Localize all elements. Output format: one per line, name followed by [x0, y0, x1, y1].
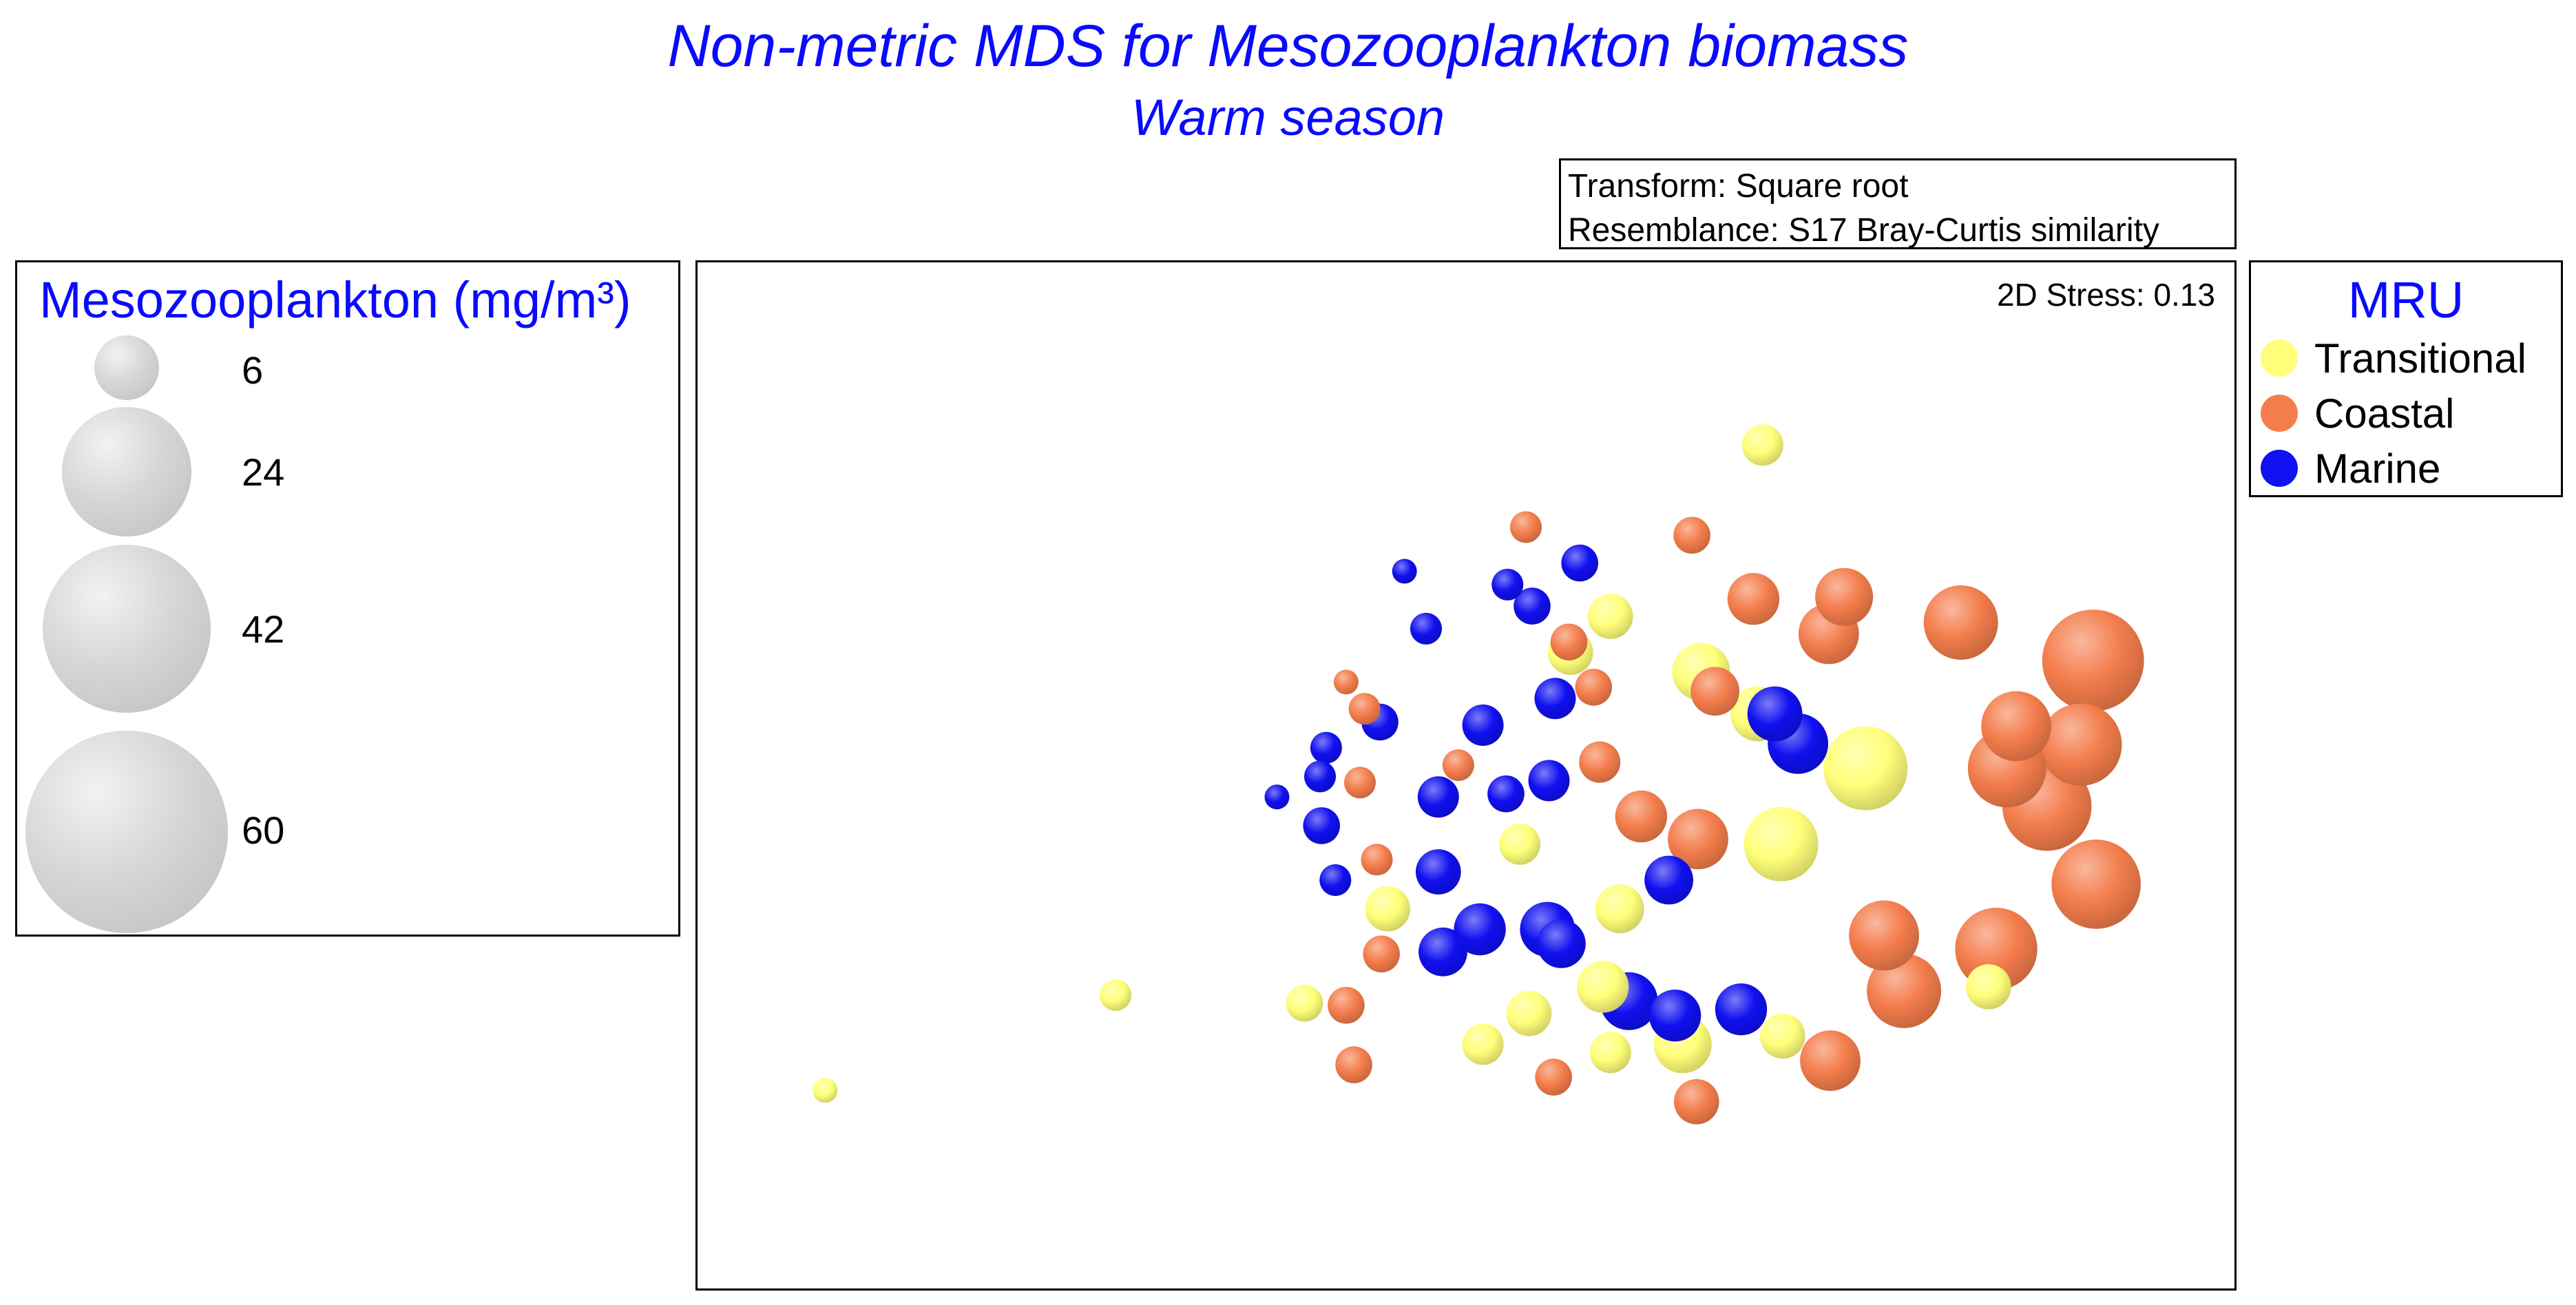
- point-marine: [1418, 927, 1467, 977]
- point-marine: [1303, 807, 1340, 844]
- point-coastal: [1363, 935, 1400, 973]
- size-legend-label-6: 6: [242, 348, 264, 392]
- chart-title: Non-metric MDS for Mesozooplankton bioma…: [667, 13, 1909, 79]
- point-marine: [1747, 686, 1803, 742]
- point-marine: [1417, 776, 1459, 818]
- point-transitional: [1365, 886, 1410, 932]
- point-transitional: [1506, 990, 1552, 1036]
- point-coastal: [1333, 669, 1359, 695]
- point-transitional: [1743, 806, 1819, 881]
- coastal-marker: [2261, 395, 2298, 432]
- point-marine: [1392, 558, 1417, 584]
- point-transitional: [1499, 823, 1541, 865]
- point-coastal: [1673, 516, 1710, 554]
- point-coastal: [1668, 808, 1728, 870]
- point-transitional: [1588, 594, 1633, 639]
- point-transitional: [813, 1078, 838, 1103]
- chart-subtitle: Warm season: [1131, 89, 1445, 146]
- point-coastal: [1867, 953, 1942, 1028]
- point-transitional: [1100, 979, 1132, 1011]
- point-marine: [1310, 731, 1342, 764]
- mds-plot-area: 2D Stress: 0.13: [695, 260, 2237, 1291]
- legend-item-transitional: Transitional: [2261, 335, 2526, 382]
- transform-label: Transform: Square root: [1568, 168, 1909, 205]
- transitional-marker: [2261, 340, 2298, 377]
- mru-legend-title: MRU: [2347, 271, 2464, 328]
- point-coastal: [2040, 703, 2122, 786]
- point-marine: [1715, 983, 1768, 1036]
- legend-label-coastal: Coastal: [2314, 390, 2455, 437]
- size-legend-label-24: 24: [242, 450, 285, 494]
- point-transitional: [1823, 726, 1908, 811]
- point-coastal: [1344, 766, 1376, 799]
- point-marine: [1491, 568, 1524, 601]
- point-coastal: [1800, 1030, 1861, 1092]
- point-coastal: [1575, 669, 1613, 706]
- transform-info-box: Transform: Square root Resemblance: S17 …: [1559, 158, 2237, 249]
- point-marine: [1416, 849, 1461, 895]
- point-marine: [1462, 704, 1504, 746]
- mds-scatter-svg: [813, 424, 2144, 1125]
- size-legend-circle-6: [94, 335, 159, 400]
- point-coastal: [1815, 567, 1874, 626]
- point-coastal: [1535, 1058, 1572, 1096]
- point-marine: [1410, 612, 1442, 645]
- resemblance-label: Resemblance: S17 Bray-Curtis similarity: [1568, 212, 2159, 249]
- point-marine: [1644, 855, 1693, 905]
- point-coastal: [1849, 900, 1919, 971]
- point-coastal: [1510, 511, 1542, 543]
- point-marine: [1487, 775, 1525, 813]
- size-legend-title: Mesozooplankton (mg/m³): [39, 271, 631, 328]
- point-coastal: [1361, 844, 1393, 876]
- point-transitional: [1576, 961, 1629, 1013]
- legend-item-marine: Marine: [2261, 445, 2441, 492]
- point-marine: [1454, 903, 1506, 956]
- size-legend-label-60: 60: [242, 808, 285, 852]
- mru-legend: MRU Transitional Coastal Marine: [2249, 260, 2563, 497]
- point-coastal: [1328, 987, 1365, 1024]
- point-marine: [1648, 990, 1701, 1042]
- size-legend-label-42: 42: [242, 607, 285, 651]
- point-transitional: [1966, 964, 2011, 1010]
- point-marine: [1319, 864, 1352, 896]
- marine-marker: [2261, 450, 2298, 487]
- point-coastal: [1727, 573, 1780, 625]
- stress-label: 2D Stress: 0.13: [1996, 277, 2215, 313]
- point-coastal: [1674, 1079, 1719, 1125]
- point-coastal: [1615, 790, 1668, 843]
- legend-item-coastal: Coastal: [2261, 390, 2455, 437]
- point-coastal: [1335, 1046, 1372, 1083]
- point-coastal: [2042, 609, 2144, 711]
- point-coastal: [2051, 839, 2141, 929]
- point-marine: [1304, 760, 1336, 793]
- point-transitional: [1595, 884, 1644, 934]
- point-transitional: [1462, 1023, 1504, 1065]
- point-coastal: [1550, 623, 1588, 661]
- point-marine: [1528, 760, 1570, 802]
- point-transitional: [1741, 424, 1783, 466]
- point-marine: [1561, 544, 1598, 582]
- point-coastal: [1981, 691, 2051, 762]
- point-coastal: [1690, 667, 1739, 716]
- point-transitional: [1286, 985, 1323, 1022]
- point-transitional: [1589, 1032, 1631, 1074]
- point-marine: [1514, 587, 1551, 625]
- point-coastal: [1442, 749, 1474, 782]
- legend-label-transitional: Transitional: [2314, 335, 2526, 382]
- size-legend-circle-60: [25, 731, 228, 933]
- point-coastal: [1579, 741, 1621, 783]
- legend-label-marine: Marine: [2314, 445, 2441, 492]
- point-marine: [1264, 784, 1290, 810]
- size-legend-circle-42: [43, 545, 211, 713]
- point-marine: [1537, 919, 1586, 968]
- point-coastal: [1923, 585, 1998, 660]
- point-coastal: [1348, 693, 1381, 725]
- point-transitional: [1760, 1013, 1805, 1059]
- size-legend-circle-24: [62, 407, 191, 536]
- size-legend: Mesozooplankton (mg/m³) 6 24 42 60: [15, 260, 680, 937]
- point-marine: [1534, 678, 1576, 720]
